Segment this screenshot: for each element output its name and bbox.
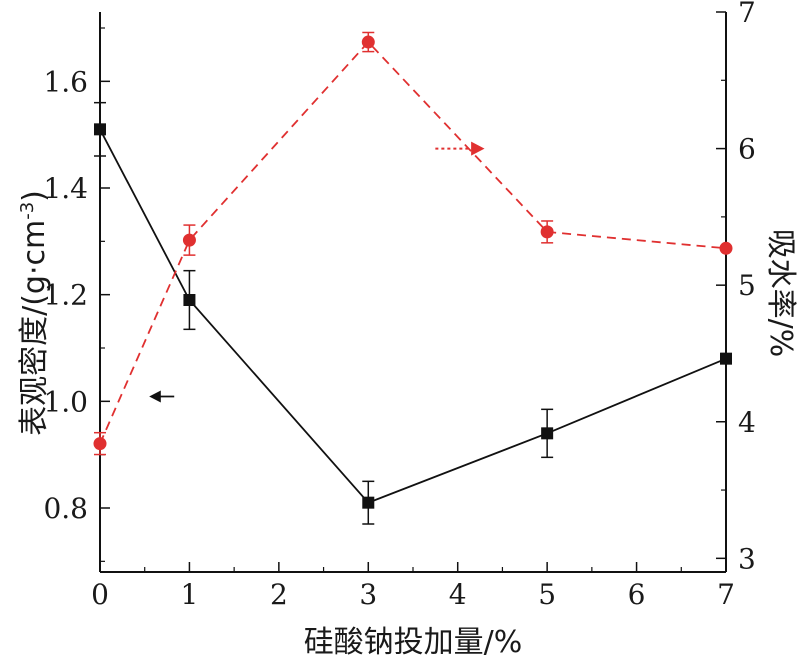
y-left-tick-label: 0.8	[43, 492, 88, 525]
data-point-square	[183, 294, 196, 306]
y-right-tick-label: 4	[738, 406, 756, 439]
y-right-tick-label: 5	[738, 269, 756, 302]
x-tick-label: 1	[181, 578, 199, 611]
x-tick-label: 3	[359, 578, 377, 611]
x-tick-label: 7	[717, 578, 735, 611]
y-left-axis-title: 表观密度/(g·cm-3)	[17, 190, 52, 436]
y-left-axis-title-main: 表观密度/(g·cm	[17, 220, 52, 436]
data-point-circle	[182, 233, 196, 247]
y-left-tick-label: 1.0	[43, 385, 88, 418]
x-tick-label: 5	[538, 578, 556, 611]
data-point-square	[94, 123, 106, 136]
y-right-tick-label: 3	[738, 542, 756, 575]
data-point-circle	[540, 225, 554, 239]
x-axis-title: 硅酸钠投加量/%	[304, 625, 523, 660]
left-axis-indicator-arrow	[149, 390, 175, 403]
series-layer	[93, 31, 733, 525]
x-tick-label: 2	[270, 578, 288, 611]
y-left-tick-label: 1.2	[43, 279, 88, 312]
data-point-circle	[361, 35, 375, 49]
right-axis-indicator-arrow	[435, 141, 485, 156]
x-tick-label: 6	[628, 578, 646, 611]
arrow-head	[471, 141, 485, 156]
annotation-layer	[149, 141, 485, 403]
y-right-axis-title: 吸水率/%	[763, 229, 798, 358]
y-left-axis-title-sup: -3	[17, 202, 38, 220]
data-point-square	[362, 496, 375, 509]
y-left-axis-title-tail: )	[17, 190, 52, 202]
data-point-square	[720, 352, 732, 365]
y-right-tick-label: 7	[738, 0, 756, 29]
axes	[99, 12, 727, 573]
x-tick-label: 0	[91, 578, 109, 611]
x-tick-label: 4	[449, 578, 467, 611]
y-left-tick-label: 1.4	[43, 172, 88, 205]
y-right-tick-label: 6	[738, 133, 756, 166]
series-0-left	[94, 101, 732, 525]
y-left-tick-label: 1.6	[43, 65, 88, 98]
ticks: 0 1 2 3 4 5 6 7 0.8 1.0 1.2 1.4 1.6 3 4 5 6 7	[43, 0, 755, 611]
data-point-square	[541, 427, 554, 440]
series-left-line	[99, 128, 727, 504]
data-point-circle	[93, 437, 107, 451]
data-point-circle	[719, 241, 733, 255]
series-1-right	[93, 31, 733, 456]
arrow-head	[149, 390, 161, 403]
